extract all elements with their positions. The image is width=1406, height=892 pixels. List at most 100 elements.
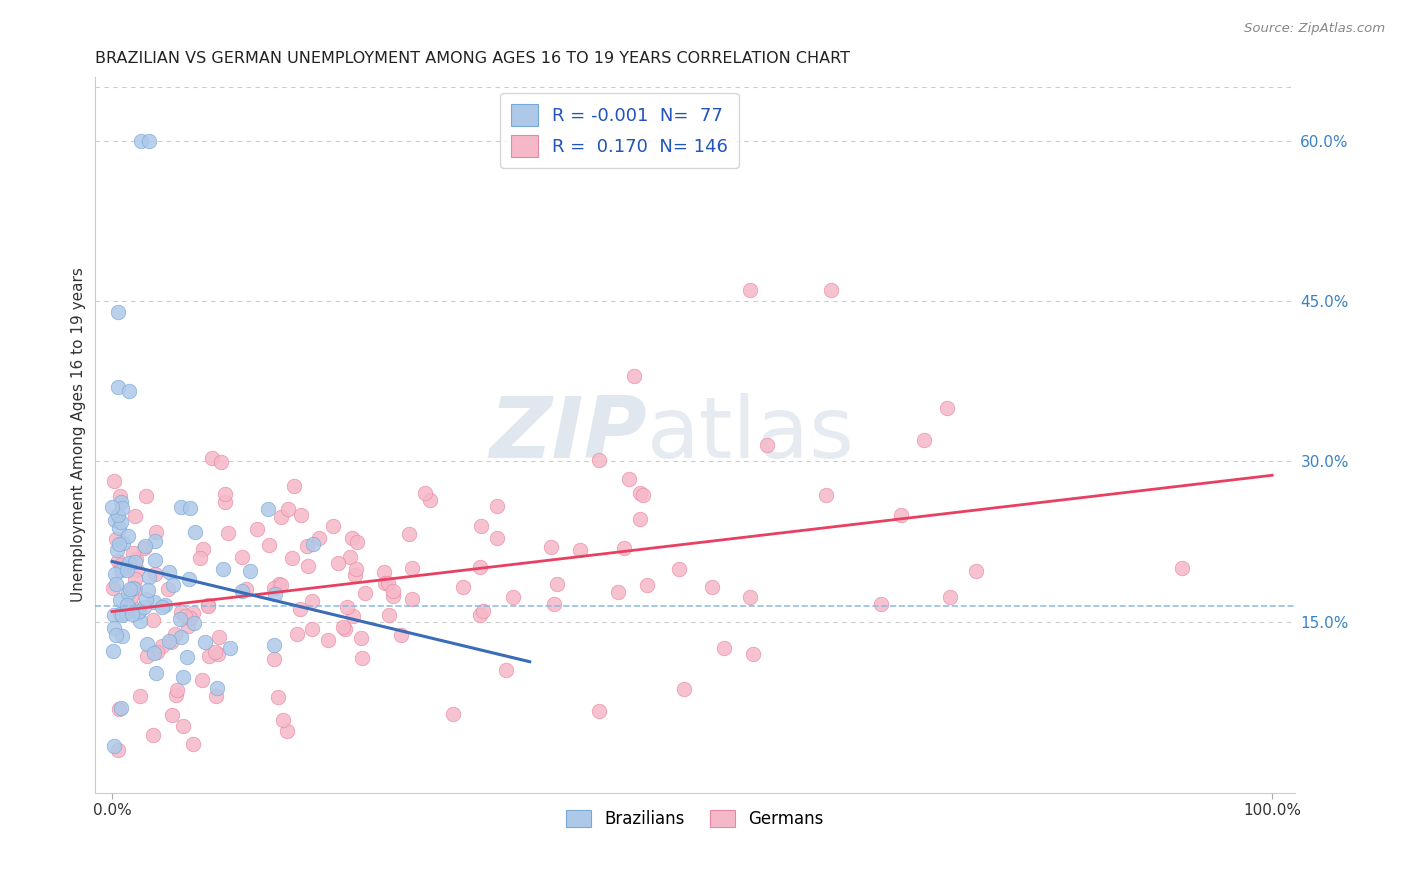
Point bbox=[267, 690, 290, 704]
Point bbox=[157, 565, 180, 579]
Point bbox=[103, 474, 125, 488]
Point bbox=[204, 689, 226, 703]
Point bbox=[145, 524, 167, 539]
Point bbox=[181, 737, 204, 751]
Point bbox=[125, 551, 148, 566]
Point bbox=[613, 541, 636, 556]
Point bbox=[936, 401, 959, 415]
Point bbox=[117, 586, 139, 600]
Point bbox=[176, 650, 198, 665]
Point bbox=[177, 619, 200, 633]
Point bbox=[451, 580, 474, 594]
Point bbox=[263, 581, 285, 595]
Point bbox=[136, 649, 159, 664]
Point bbox=[110, 490, 132, 504]
Point bbox=[344, 562, 367, 576]
Point bbox=[890, 508, 912, 523]
Point bbox=[124, 582, 146, 596]
Point bbox=[169, 611, 191, 625]
Point bbox=[177, 572, 200, 586]
Point bbox=[263, 651, 285, 665]
Point bbox=[124, 508, 146, 523]
Point bbox=[413, 485, 436, 500]
Point bbox=[121, 599, 143, 614]
Point bbox=[129, 614, 152, 628]
Point bbox=[346, 534, 368, 549]
Point bbox=[166, 682, 188, 697]
Text: Source: ZipAtlas.com: Source: ZipAtlas.com bbox=[1244, 22, 1385, 36]
Point bbox=[103, 739, 125, 753]
Point bbox=[108, 521, 131, 535]
Point bbox=[112, 536, 135, 550]
Point bbox=[870, 598, 893, 612]
Point bbox=[136, 582, 159, 597]
Point bbox=[398, 526, 420, 541]
Point bbox=[219, 640, 242, 655]
Point bbox=[194, 635, 217, 649]
Point bbox=[134, 539, 156, 553]
Point bbox=[288, 602, 311, 616]
Point bbox=[201, 451, 224, 466]
Point bbox=[755, 438, 778, 452]
Point bbox=[105, 543, 128, 558]
Point bbox=[257, 502, 280, 516]
Point bbox=[502, 590, 524, 604]
Point bbox=[162, 578, 184, 592]
Point bbox=[129, 690, 152, 704]
Point bbox=[350, 632, 373, 646]
Point bbox=[352, 650, 374, 665]
Point bbox=[308, 532, 330, 546]
Point bbox=[112, 561, 135, 575]
Point bbox=[117, 563, 139, 577]
Point bbox=[173, 719, 195, 733]
Point bbox=[160, 634, 183, 648]
Point bbox=[207, 647, 229, 661]
Point bbox=[441, 706, 464, 721]
Point bbox=[101, 500, 124, 514]
Point bbox=[135, 637, 157, 651]
Point bbox=[401, 561, 423, 575]
Point bbox=[297, 559, 319, 574]
Point bbox=[277, 501, 299, 516]
Point bbox=[104, 513, 127, 527]
Point bbox=[197, 599, 219, 613]
Point bbox=[181, 607, 204, 621]
Point bbox=[184, 525, 207, 540]
Point bbox=[160, 708, 183, 723]
Point bbox=[382, 589, 405, 603]
Point bbox=[146, 645, 169, 659]
Point bbox=[332, 620, 354, 634]
Point bbox=[111, 629, 134, 643]
Point bbox=[263, 638, 285, 652]
Point bbox=[607, 585, 630, 599]
Point bbox=[239, 564, 262, 578]
Point bbox=[389, 628, 412, 642]
Point bbox=[231, 583, 253, 598]
Point bbox=[295, 539, 318, 553]
Point bbox=[401, 591, 423, 606]
Point bbox=[419, 492, 441, 507]
Point bbox=[259, 538, 281, 552]
Point bbox=[617, 472, 640, 486]
Point bbox=[470, 519, 492, 533]
Point bbox=[1171, 561, 1194, 575]
Point bbox=[104, 628, 127, 642]
Text: atlas: atlas bbox=[647, 393, 855, 476]
Point bbox=[486, 532, 509, 546]
Point bbox=[127, 606, 149, 620]
Point bbox=[546, 577, 568, 591]
Point bbox=[740, 590, 762, 604]
Point bbox=[132, 599, 155, 614]
Point bbox=[336, 600, 359, 615]
Point bbox=[190, 551, 212, 566]
Point bbox=[208, 630, 231, 644]
Point bbox=[263, 587, 285, 601]
Point bbox=[374, 575, 396, 590]
Point bbox=[117, 529, 139, 543]
Point bbox=[183, 616, 205, 631]
Point bbox=[468, 608, 491, 623]
Point bbox=[150, 599, 173, 614]
Point bbox=[104, 532, 127, 546]
Point bbox=[485, 500, 508, 514]
Point bbox=[142, 595, 165, 609]
